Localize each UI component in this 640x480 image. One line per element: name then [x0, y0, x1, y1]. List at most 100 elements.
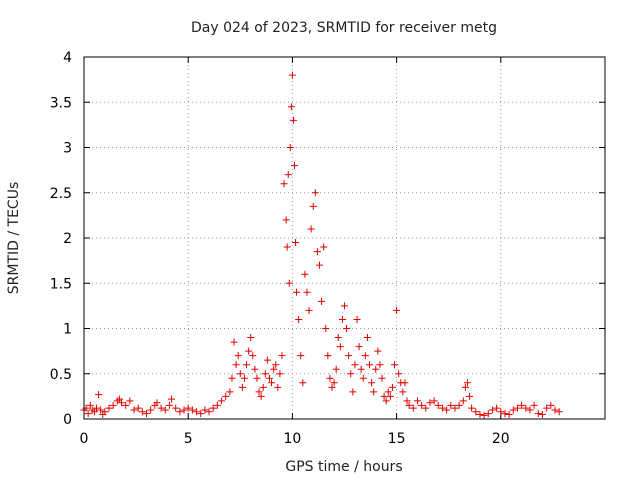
- data-point: [395, 370, 403, 378]
- data-point: [374, 347, 382, 355]
- data-point: [468, 404, 476, 412]
- data-point: [484, 410, 492, 418]
- data-point: [363, 334, 371, 342]
- data-point: [130, 406, 138, 414]
- data-point: [418, 401, 426, 409]
- data-point: [165, 401, 173, 409]
- data-point: [493, 404, 501, 412]
- data-point: [245, 347, 253, 355]
- y-tick-label: 0: [63, 412, 72, 428]
- data-point: [320, 243, 328, 251]
- data-point: [280, 180, 288, 188]
- data-point: [115, 395, 123, 403]
- y-tick-label: 3: [63, 141, 72, 157]
- data-point: [366, 361, 374, 369]
- y-axis-label: SRMTID / TECUs: [6, 182, 22, 295]
- data-point: [349, 388, 357, 396]
- data-point: [226, 388, 234, 396]
- data-point: [290, 162, 298, 170]
- data-point: [287, 103, 295, 111]
- grid-lines: [84, 57, 605, 419]
- data-point: [328, 383, 336, 391]
- data-point: [278, 352, 286, 360]
- data-point: [284, 171, 292, 179]
- data-point: [463, 379, 471, 387]
- data-point: [353, 315, 361, 323]
- data-point: [213, 401, 221, 409]
- data-point: [118, 399, 126, 407]
- data-point: [228, 374, 236, 382]
- data-point: [307, 225, 315, 233]
- data-point: [297, 352, 305, 360]
- data-point: [288, 71, 296, 79]
- data-point: [501, 410, 509, 418]
- data-point: [168, 395, 176, 403]
- data-point: [338, 315, 346, 323]
- data-point: [261, 370, 269, 378]
- data-point: [240, 374, 248, 382]
- data-point: [263, 356, 271, 364]
- data-point: [357, 365, 365, 373]
- data-point: [538, 410, 546, 418]
- data-point: [201, 406, 209, 414]
- data-point: [376, 361, 384, 369]
- data-point: [384, 388, 392, 396]
- data-point: [518, 401, 526, 409]
- data-point: [272, 361, 280, 369]
- x-tick-label: 15: [388, 431, 406, 447]
- data-point: [447, 401, 455, 409]
- data-point: [345, 352, 353, 360]
- data-point: [543, 404, 551, 412]
- data-point: [472, 408, 480, 416]
- data-point: [393, 306, 401, 314]
- tick-labels: 0 5 10 15 20 0 0.5 1 1.5 2 2.5 3 3.5 4: [50, 50, 510, 447]
- data-point: [295, 315, 303, 323]
- data-point: [184, 404, 192, 412]
- data-point: [188, 406, 196, 414]
- y-tick-label: 1: [63, 322, 72, 338]
- data-point: [332, 365, 340, 373]
- data-point: [143, 410, 151, 418]
- data-point: [238, 383, 246, 391]
- data-point: [257, 392, 265, 400]
- data-point: [399, 388, 407, 396]
- data-point: [301, 270, 309, 278]
- data-point: [101, 408, 109, 416]
- data-point: [388, 383, 396, 391]
- data-point: [505, 410, 513, 418]
- data-point: [283, 243, 291, 251]
- x-axis-label: GPS time / hours: [285, 459, 402, 475]
- data-point: [232, 361, 240, 369]
- data-point: [480, 411, 488, 419]
- data-point: [247, 334, 255, 342]
- data-point: [157, 404, 165, 412]
- data-point: [403, 397, 411, 405]
- data-point: [292, 239, 300, 247]
- data-point: [359, 374, 367, 382]
- data-point: [134, 404, 142, 412]
- data-point: [405, 401, 413, 409]
- data-point: [205, 408, 213, 416]
- data-point: [282, 216, 290, 224]
- data-point: [330, 379, 338, 387]
- data-point: [513, 404, 521, 412]
- data-point: [372, 365, 380, 373]
- data-point: [153, 399, 161, 407]
- data-point: [230, 338, 238, 346]
- data-point: [334, 334, 342, 342]
- data-point: [413, 397, 421, 405]
- data-point: [253, 374, 261, 382]
- y-tick-label: 0.5: [50, 367, 72, 383]
- data-point: [270, 365, 278, 373]
- data-point: [84, 410, 92, 418]
- data-point: [434, 401, 442, 409]
- data-point: [351, 361, 359, 369]
- data-point: [409, 404, 417, 412]
- data-point: [555, 408, 563, 416]
- data-point: [426, 399, 434, 407]
- data-point: [86, 401, 94, 409]
- data-point: [370, 388, 378, 396]
- data-point: [343, 325, 351, 332]
- data-point: [265, 374, 273, 382]
- data-point: [530, 401, 538, 409]
